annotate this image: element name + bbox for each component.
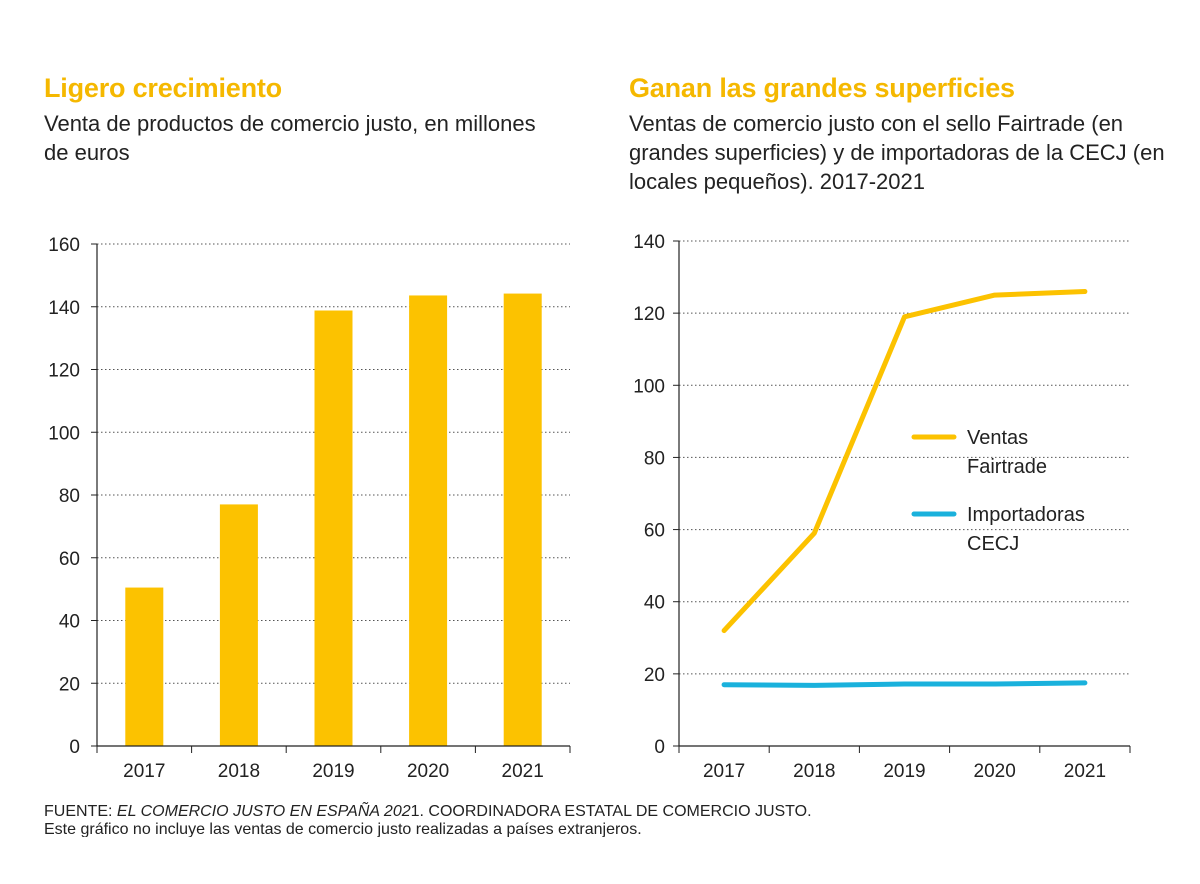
line-y-tick-label: 60 [644, 521, 665, 542]
bar-chart-subtitle: Venta de productos de comercio justo, en… [44, 111, 536, 165]
bar-y-tick-label: 100 [48, 423, 80, 444]
line-y-tick-label: 40 [644, 593, 665, 614]
line-y-tick-label: 80 [644, 448, 665, 469]
line-x-tick-label: 2018 [793, 761, 835, 782]
bar-y-tick-label: 0 [69, 737, 80, 758]
bar-x-tick-label: 2020 [407, 761, 449, 782]
legend-label-importadoras-cecj: Importadoras [967, 504, 1085, 526]
legend-label-importadoras-cecj: CECJ [967, 533, 1019, 555]
bar-y-tick-label: 120 [48, 361, 80, 382]
footer-note: Este gráfico no incluye las ventas de co… [44, 821, 642, 837]
bar-y-tick-label: 20 [59, 674, 80, 695]
line-x-tick-label: 2017 [703, 761, 745, 782]
series-line-ventas-fairtrade [721, 289, 1088, 634]
series-line-importadoras-cecj [721, 680, 1088, 688]
line-y-tick-label: 0 [654, 737, 665, 758]
bar-y-tick-label: 40 [59, 612, 80, 633]
bar-2021 [503, 293, 542, 746]
bar-2017 [125, 587, 164, 746]
line-x-tick-label: 2020 [974, 761, 1016, 782]
legend-label-ventas-fairtrade: Ventas [967, 427, 1028, 449]
bar-x-tick-label: 2018 [218, 761, 260, 782]
footer-source-prefix: FUENTE: [44, 803, 117, 820]
bar-y-tick-label: 140 [48, 298, 80, 319]
bar-x-tick-label: 2017 [123, 761, 165, 782]
bar-y-tick-label: 60 [59, 549, 80, 570]
legend-label-ventas-fairtrade: Fairtrade [967, 456, 1047, 478]
bar-2018 [219, 504, 258, 746]
bar-x-tick-label: 2021 [502, 761, 544, 782]
line-chart-title: Ganan las grandes superficies [629, 73, 1015, 103]
line-x-tick-label: 2019 [883, 761, 925, 782]
bar-y-tick-label: 160 [48, 235, 80, 256]
line-y-tick-label: 140 [633, 232, 665, 253]
bar-x-tick-label: 2019 [312, 761, 354, 782]
bar-2019 [314, 310, 353, 746]
bar-2020 [409, 295, 448, 746]
footer-source: FUENTE: EL COMERCIO JUSTO EN ESPAÑA 2021… [44, 803, 812, 821]
bar-y-tick-label: 80 [59, 486, 80, 507]
footer-source-org: 1. COORDINADORA ESTATAL DE COMERCIO JUST… [410, 803, 812, 820]
line-y-tick-label: 100 [633, 376, 665, 397]
line-chart-subtitle: Ventas de comercio justo con el sello Fa… [629, 111, 1165, 194]
line-y-tick-label: 20 [644, 665, 665, 686]
line-y-tick-label: 120 [633, 304, 665, 325]
line-x-tick-label: 2021 [1064, 761, 1106, 782]
footer-source-title: EL COMERCIO JUSTO EN ESPAÑA 202 [116, 803, 411, 820]
bar-chart-title: Ligero crecimiento [44, 73, 282, 103]
